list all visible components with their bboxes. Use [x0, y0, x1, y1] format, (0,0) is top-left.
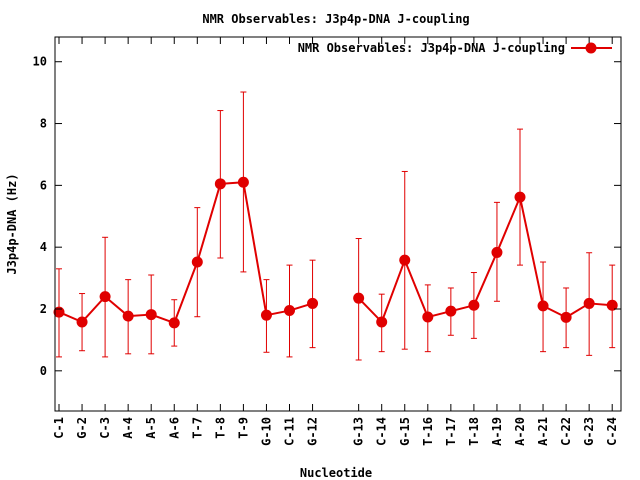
x-tick-label: G-10	[259, 417, 273, 446]
y-tick-label: 4	[40, 240, 47, 254]
x-tick-label: C-22	[559, 417, 573, 446]
x-tick-label: T-18	[467, 417, 481, 446]
x-tick-label: C-1	[52, 417, 66, 439]
x-tick-label: A-19	[490, 417, 504, 446]
data-point	[99, 291, 111, 303]
legend-label: NMR Observables: J3p4p-DNA J-coupling	[298, 41, 565, 55]
data-point	[422, 311, 434, 323]
x-tick-label: T-16	[421, 417, 435, 446]
data-point	[537, 300, 549, 312]
x-tick-label: G-13	[352, 417, 366, 446]
x-tick-label: T-9	[236, 417, 250, 439]
data-point	[376, 316, 388, 328]
series-line	[357, 196, 613, 323]
y-tick-label: 10	[33, 55, 47, 69]
data-point	[468, 299, 480, 311]
data-point	[606, 299, 618, 311]
plot-area	[53, 91, 618, 361]
x-tick-label: A-4	[121, 417, 135, 439]
x-axis-label: Nucleotide	[300, 466, 372, 480]
data-point	[353, 292, 365, 304]
x-tick-label: C-11	[283, 417, 297, 446]
y-axis-label: J3p4p-DNA (Hz)	[5, 173, 19, 274]
x-tick-label: G-2	[75, 417, 89, 439]
chart-title: NMR Observables: J3p4p-DNA J-coupling	[202, 12, 469, 26]
legend-marker	[585, 42, 597, 54]
data-point	[145, 309, 157, 321]
data-point	[399, 254, 411, 266]
x-tick-label: G-15	[398, 417, 412, 446]
x-tick-label: G-12	[306, 417, 320, 446]
data-point	[491, 246, 503, 258]
data-point	[214, 178, 226, 190]
x-tick-label: T-17	[444, 417, 458, 446]
x-tick-label: T-7	[190, 417, 204, 439]
data-point	[260, 309, 272, 321]
x-tick-label: G-23	[582, 417, 596, 446]
y-tick-label: 8	[40, 117, 47, 131]
data-point	[122, 310, 134, 322]
x-tick-label: C-14	[375, 417, 389, 446]
x-tick-label: C-3	[98, 417, 112, 439]
data-point	[168, 317, 180, 329]
plot-frame	[54, 36, 622, 412]
legend: NMR Observables: J3p4p-DNA J-coupling	[298, 41, 612, 55]
data-point	[583, 297, 595, 309]
data-point	[307, 297, 319, 309]
x-tick-label: A-6	[167, 417, 181, 439]
series-line	[58, 181, 313, 324]
data-point	[76, 316, 88, 328]
x-tick-label: A-20	[513, 417, 527, 446]
y-tick-label: 2	[40, 302, 47, 316]
data-point	[445, 305, 457, 317]
data-point	[237, 176, 249, 188]
x-axis: C-1 G-2 C-3 A-4 A-5 A-6 T-7 T-8 T-9 G-10 C-11 G-12 G…	[52, 37, 619, 446]
x-tick-label: A-21	[536, 417, 550, 446]
x-tick-label: T-8	[213, 417, 227, 439]
y-tick-label: 6	[40, 178, 47, 192]
y-axis: 0 2 4 6 8 10	[33, 55, 621, 378]
x-tick-label: C-24	[605, 417, 619, 446]
y-tick-label: 0	[40, 364, 47, 378]
data-point	[514, 191, 526, 203]
x-tick-label: A-5	[144, 417, 158, 439]
data-point	[191, 256, 203, 268]
data-point	[284, 305, 295, 317]
data-point	[560, 311, 572, 323]
